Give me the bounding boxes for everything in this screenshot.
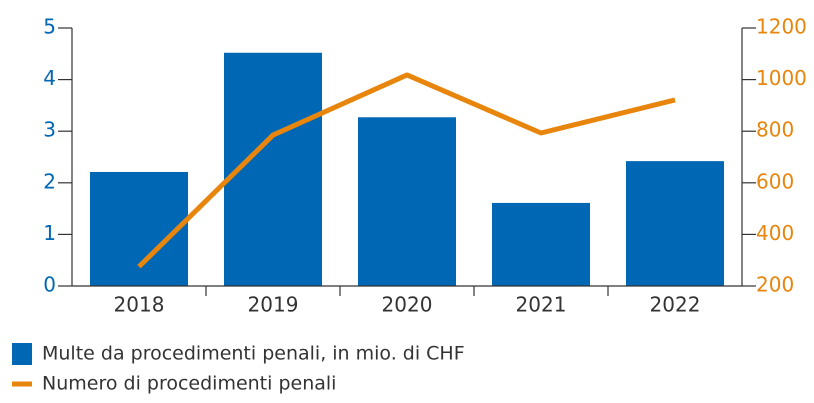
x-tick-label: 2021 xyxy=(516,293,567,317)
y2-tick-label: 1000 xyxy=(756,66,807,90)
y2-tick-label: 800 xyxy=(756,118,794,142)
x-tick-label: 2019 xyxy=(248,293,299,317)
bar xyxy=(626,161,724,286)
y-tick-label: 0 xyxy=(43,273,56,297)
y2-tick-label: 200 xyxy=(756,273,794,297)
line xyxy=(137,72,676,269)
bar xyxy=(492,202,590,286)
y-tick-label: 5 xyxy=(43,15,56,39)
y2-tick-label: 400 xyxy=(756,221,794,245)
y-tick-label: 4 xyxy=(43,66,56,90)
y2-tick-label: 600 xyxy=(756,169,794,193)
y2-tick-label: 1200 xyxy=(756,15,807,39)
x-tick-label: 2018 xyxy=(114,293,165,317)
y-tick-label: 1 xyxy=(43,221,56,245)
y-tick-label: 2 xyxy=(43,169,56,193)
bar xyxy=(90,171,188,286)
bar xyxy=(358,117,456,286)
legend-label: Numero di procedimenti penali xyxy=(42,373,336,395)
x-tick-label: 2022 xyxy=(650,293,701,317)
legend-label: Multe da procedimenti penali, in mio. di… xyxy=(42,343,465,365)
legend-swatch xyxy=(12,343,32,365)
x-tick-label: 2020 xyxy=(382,293,433,317)
y-tick-label: 3 xyxy=(43,118,56,142)
